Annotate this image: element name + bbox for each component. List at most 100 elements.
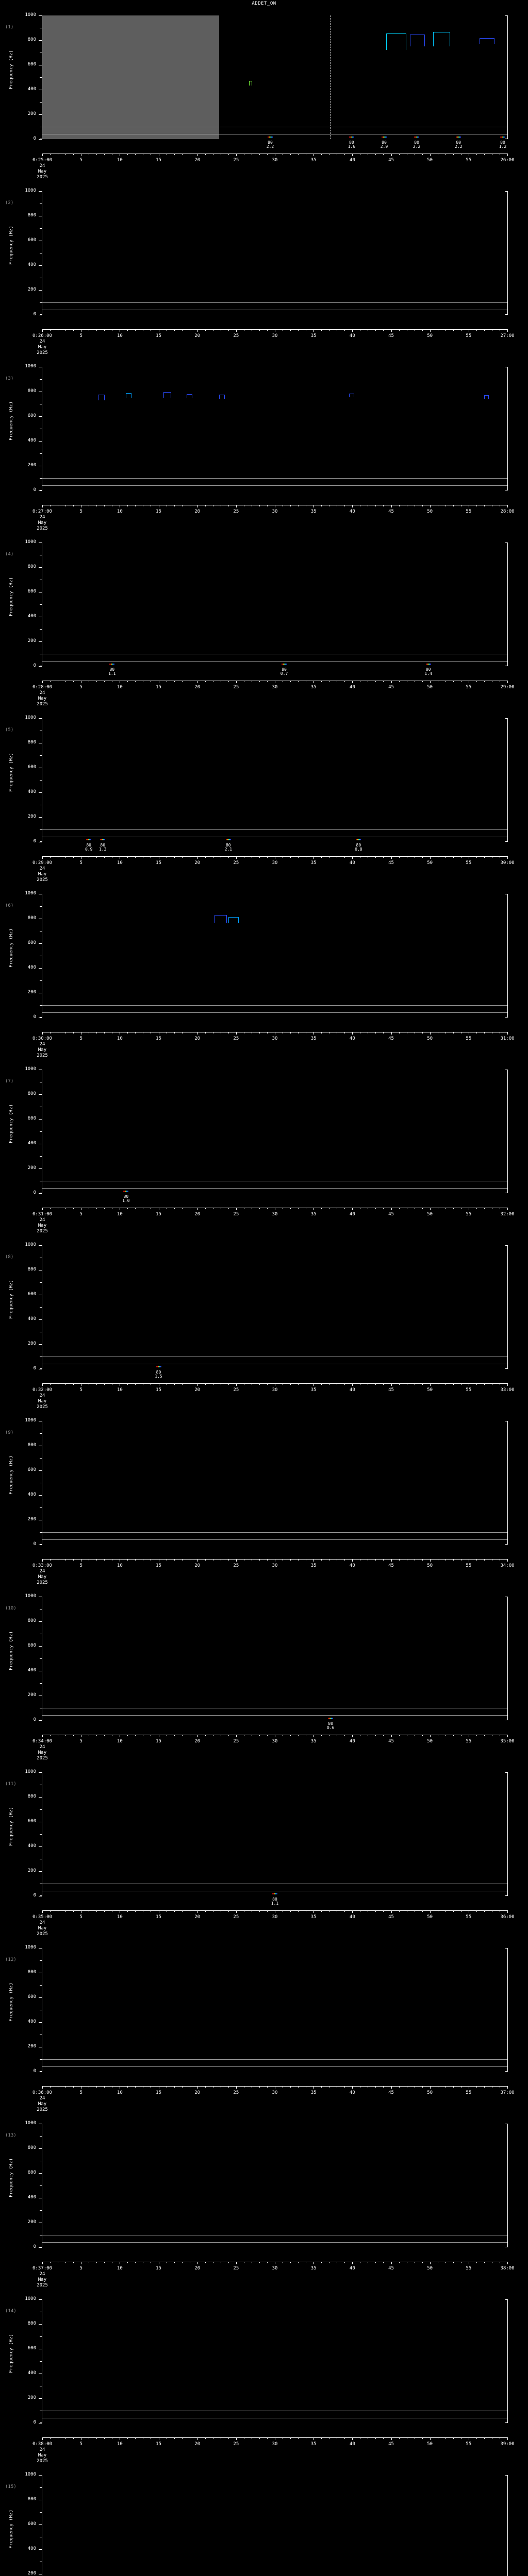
x-axis-tick-label: 40 — [349, 2090, 355, 2095]
x-axis-tick-label: 50 — [427, 860, 433, 866]
x-axis-tick-label: 20 — [194, 333, 201, 338]
x-axis-tick-label: 40 — [349, 509, 355, 514]
x-axis-minor-tick — [290, 1383, 291, 1385]
x-axis-tick-label: 55 — [466, 1563, 472, 1568]
x-axis-minor-tick — [422, 681, 423, 682]
x-axis-minor-tick — [205, 1032, 206, 1033]
x-axis-tick-label: 40 — [349, 1212, 355, 1217]
x-axis-start-label: 0:28:00 24 May 2025 — [32, 685, 52, 707]
x-axis-date-line: 24 — [39, 1744, 45, 1750]
x-axis-minor-tick — [321, 329, 322, 331]
y-axis-tick-label: 200 — [27, 1868, 36, 1873]
x-axis-minor-tick — [453, 1383, 454, 1385]
x-axis-tick-label: 10 — [117, 1739, 123, 1744]
y-axis-minor-tick — [40, 1683, 42, 1684]
annotation-frequency: 80 — [282, 667, 287, 672]
x-axis-tick — [42, 1383, 43, 1386]
x-axis-minor-tick — [259, 2437, 260, 2439]
right-axis — [505, 1772, 508, 1896]
x-axis-minor-tick — [182, 1910, 183, 1912]
x-axis-minor-tick — [96, 329, 97, 331]
x-axis-tick — [236, 2262, 237, 2264]
x-axis-minor-tick — [476, 681, 477, 682]
x-axis-tick-label: 30 — [272, 685, 278, 690]
annotation-frequency: 80 — [328, 1721, 334, 1726]
panel-index-label: (5) — [5, 727, 14, 733]
x-axis-minor-tick — [298, 1383, 299, 1385]
x-axis-date-line: 2025 — [37, 2283, 48, 2288]
x-axis-start-time: 0:32:00 — [32, 1387, 52, 1393]
x-axis-tick-label: 55 — [466, 509, 472, 514]
x-axis-minor-tick — [453, 1735, 454, 1736]
x-axis-tick — [197, 154, 198, 156]
x-axis-minor-tick — [290, 856, 291, 858]
plot-area — [42, 2299, 507, 2423]
annotation-frequency: 80 — [349, 140, 354, 145]
x-axis-minor-tick — [182, 1032, 183, 1033]
x-axis-minor-tick — [484, 2437, 485, 2439]
x-axis-tick — [236, 2437, 237, 2440]
x-axis-tick — [430, 1910, 431, 1913]
y-axis-tick-label: 200 — [27, 2044, 36, 2049]
x-axis-tick-label: 25 — [233, 1739, 239, 1744]
x-axis-tick-label: 25 — [233, 2442, 239, 2447]
detection-mark — [225, 839, 231, 841]
x-axis-minor-tick — [205, 154, 206, 155]
y-axis-tick-label: 1000 — [25, 891, 36, 896]
x-axis-tick — [197, 505, 198, 507]
detection-mark — [272, 1893, 277, 1895]
x-axis-tick-label: 25 — [233, 2090, 239, 2095]
x-axis-tick — [236, 1910, 237, 1913]
x-axis-minor-tick — [205, 1735, 206, 1736]
x-axis-tick — [236, 329, 237, 332]
y-axis-tick-label: 800 — [27, 213, 36, 218]
y-axis-tick-label: 600 — [27, 1116, 36, 1121]
x-axis-minor-tick — [259, 1559, 260, 1561]
x-axis-minor-tick — [267, 1208, 268, 1209]
y-axis-cap — [40, 1895, 42, 1896]
x-axis-minor-tick — [453, 2262, 454, 2263]
right-axis-cap — [505, 191, 507, 192]
y-axis-tick-label: 400 — [27, 2546, 36, 2551]
x-axis-minor-tick — [205, 681, 206, 682]
x-axis-minor-tick — [476, 2262, 477, 2263]
frequency-contour-trace — [214, 914, 227, 923]
x-axis-minor-tick — [453, 329, 454, 331]
x-axis-tick — [42, 1032, 43, 1035]
y-axis-tick — [39, 943, 42, 944]
x-axis-minor-tick — [484, 1910, 485, 1912]
annotation-frequency: 80 — [356, 843, 361, 848]
frequency-contour-trace — [433, 32, 451, 46]
right-axis-cap — [505, 314, 507, 315]
y-axis-tick-label: 0 — [33, 1190, 36, 1195]
spectrogram-panel: (15)Frequency (Hz)02004006008001000800.8… — [0, 2465, 528, 2576]
x-axis-minor-tick — [50, 1735, 51, 1736]
panel-index-label: (4) — [5, 552, 14, 557]
x-axis-tick — [391, 856, 392, 859]
x-axis-tick — [42, 2086, 43, 2089]
x-axis-date-line: 2025 — [37, 526, 48, 531]
x-axis-minor-tick — [453, 1208, 454, 1209]
x-axis-tick-label: 50 — [427, 1387, 433, 1393]
x-axis-minor-tick — [174, 2437, 175, 2439]
y-axis-tick — [39, 567, 42, 568]
x-axis-minor-tick — [228, 329, 229, 331]
y-axis-minor-tick — [40, 1507, 42, 1508]
detection-annotation: 80 0.8 — [355, 843, 362, 852]
x-axis-tick-label: 55 — [466, 685, 472, 690]
x-axis-date-line: 24 — [39, 515, 45, 520]
x-axis-tick-label: 30 — [272, 1739, 278, 1744]
panel-index-label: (15) — [5, 2484, 16, 2489]
y-axis-tick — [39, 15, 42, 16]
y-axis-tick-label: 400 — [27, 87, 36, 92]
x-axis-minor-tick — [73, 1735, 74, 1736]
y-axis-tick — [39, 1094, 42, 1095]
x-axis-tick — [507, 505, 508, 507]
x-axis-minor-tick — [65, 1559, 67, 1561]
y-axis-minor-tick — [40, 2059, 42, 2060]
x-axis-tick — [236, 1559, 237, 1562]
x-axis-date-line: 2025 — [37, 350, 48, 355]
y-axis-tick-label: 1000 — [25, 1769, 36, 1774]
x-axis-minor-tick — [422, 2437, 423, 2439]
x-axis-minor-tick — [484, 1735, 485, 1736]
